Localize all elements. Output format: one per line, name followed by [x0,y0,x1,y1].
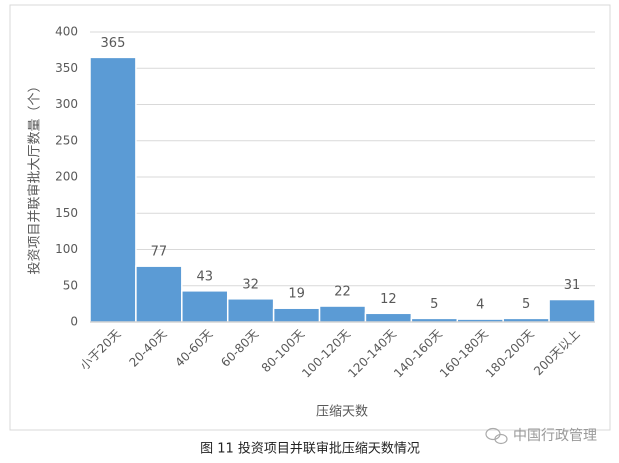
x-tick-label: 60-80天 [218,327,261,370]
y-tick-label: 350 [55,61,78,75]
data-label: 365 [101,36,126,51]
bar [89,56,137,323]
y-tick-label: 300 [55,97,78,111]
x-tick-label: 100-120天 [299,327,353,381]
y-tick-label: 400 [55,25,78,39]
bar [226,298,275,323]
chart-frame [9,4,611,431]
y-tick-label: 150 [55,206,78,220]
y-tick-label: 250 [55,133,78,147]
y-tick-label: 50 [63,278,78,292]
bar [502,317,550,323]
watermark: 中国行政管理 [513,428,597,444]
data-label: 43 [196,269,213,284]
y-tick-label: 100 [55,242,78,256]
data-label: 4 [476,298,484,313]
x-tick-label: 140-160天 [391,327,445,381]
x-tick-label: 160-180天 [437,327,491,381]
data-label: 12 [380,292,397,307]
bar [181,290,229,323]
x-tick-label: 200天以上 [531,327,583,379]
x-tick-label: 20-40天 [126,327,169,370]
data-label: 19 [288,287,305,302]
watermark-icon [485,427,508,445]
y-axis-title: 投资项目并联审批大厅数量（个） [27,79,43,274]
y-tick-label: 0 [70,315,78,329]
bar [318,305,367,323]
data-label: 31 [564,278,581,293]
bar [364,312,413,323]
x-tick-label: 80-100天 [259,327,307,375]
data-label: 77 [151,245,168,260]
data-label: 32 [242,277,259,292]
chart-title: 图 11 投资项目并联审批压缩天数情况 [200,441,420,457]
data-label: 5 [522,297,530,312]
x-tick-label: 120-140天 [345,327,399,381]
x-axis-title: 压缩天数 [316,404,368,420]
data-label: 22 [334,285,351,300]
bar [272,307,321,323]
bar [135,265,183,323]
x-tick-label: 180-200天 [483,327,537,381]
x-tick-label: 40-60天 [172,327,215,370]
bar [548,298,596,323]
x-tick-label: 小于20天 [77,327,123,373]
bar [410,317,459,323]
data-label: 5 [430,297,438,312]
y-tick-label: 200 [55,170,78,184]
